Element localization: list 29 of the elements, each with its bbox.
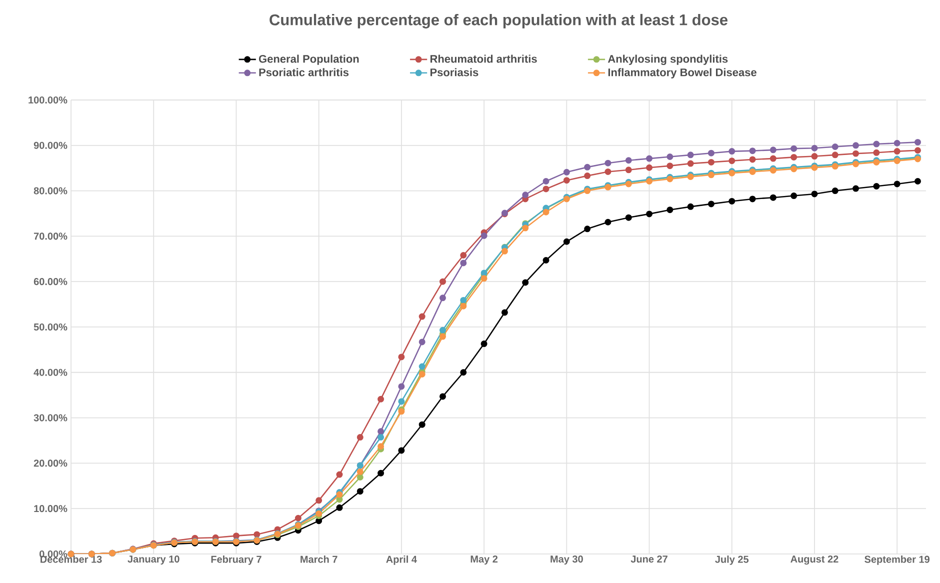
x-tick-label: July 25 bbox=[715, 556, 749, 565]
y-tick-label: 10.00% bbox=[34, 505, 68, 512]
legend-label: Inflammatory Bowel Disease bbox=[608, 68, 756, 78]
y-tick-label: 70.00% bbox=[34, 232, 68, 240]
x-tick-label: May 30 bbox=[550, 556, 583, 565]
y-tick-label: 40.00% bbox=[34, 368, 68, 376]
legend-label: Ankylosing spondylitis bbox=[608, 54, 728, 65]
legend-label: Psoriasis bbox=[430, 68, 478, 76]
y-tick-label: 100.00% bbox=[28, 96, 68, 104]
x-tick-label: January 10 bbox=[128, 556, 180, 565]
y-tick-label: 60.00% bbox=[34, 278, 68, 286]
x-tick-label: June 27 bbox=[630, 556, 668, 563]
x-tick-label: August 22 bbox=[790, 556, 838, 565]
legend-label: Psoriatic arthritis bbox=[259, 68, 349, 76]
y-tick-label: 20.00% bbox=[34, 460, 68, 467]
x-tick-label: December 13 bbox=[40, 556, 102, 563]
x-tick-label: February 7 bbox=[211, 556, 262, 565]
x-tick-label: September 19 bbox=[864, 556, 930, 565]
y-tick-label: 30.00% bbox=[34, 414, 68, 422]
legend-label: Rheumatoid arthritis bbox=[430, 54, 537, 63]
chart-title: Cumulative percentage of each population with at least 1 dose bbox=[270, 14, 728, 28]
y-tick-label: 50.00% bbox=[34, 323, 68, 331]
x-tick-label: April 4 bbox=[386, 556, 417, 565]
legend-label: General Population bbox=[258, 54, 359, 65]
x-tick-label: March 7 bbox=[300, 556, 338, 563]
y-tick-label: 80.00% bbox=[34, 187, 68, 194]
y-tick-label: 90.00% bbox=[34, 142, 68, 149]
y-tick-label: 0.00% bbox=[40, 550, 68, 558]
x-tick-label: May 2 bbox=[470, 556, 498, 565]
